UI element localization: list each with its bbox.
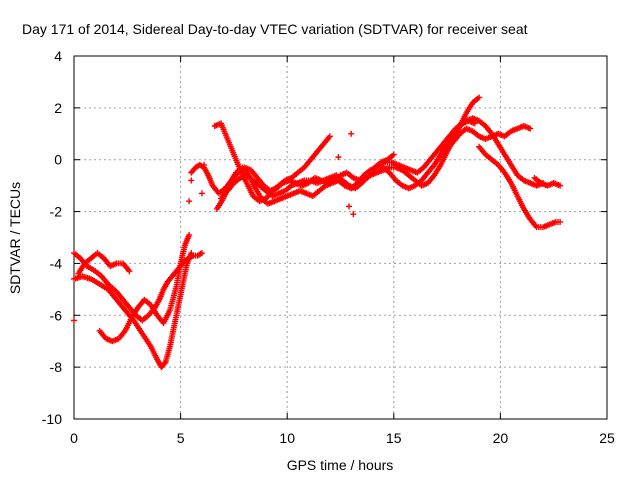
data-point-scattered-outliers xyxy=(350,211,357,218)
data-points xyxy=(71,94,564,371)
y-tick-label: -2 xyxy=(50,204,63,220)
data-point-trace-f xyxy=(326,133,333,140)
data-point-scattered-outliers xyxy=(335,154,342,161)
y-tick-label: 0 xyxy=(54,152,62,168)
data-point-scattered-outliers xyxy=(188,177,195,184)
y-tick-label: -4 xyxy=(50,255,63,271)
data-point-trace-l xyxy=(557,182,564,189)
data-point-trace-d xyxy=(126,268,133,275)
axis-ticks xyxy=(73,55,608,420)
grid-lines xyxy=(74,56,607,419)
y-tick-label: -10 xyxy=(42,411,62,427)
x-tick-label: 0 xyxy=(70,430,78,446)
data-point-scattered-outliers xyxy=(71,317,77,324)
data-point-scattered-outliers xyxy=(201,161,208,168)
x-axis-label: GPS time / hours xyxy=(287,457,394,473)
y-tick-label: 4 xyxy=(54,48,62,64)
x-tick-label: 5 xyxy=(177,430,185,446)
data-point-scattered-outliers xyxy=(348,130,355,137)
data-point-trace-c xyxy=(186,231,193,238)
data-point-trace-k xyxy=(527,125,534,132)
x-tick-label: 20 xyxy=(493,430,509,446)
data-point-scattered-outliers xyxy=(346,203,353,210)
data-point-trace-h xyxy=(390,151,397,158)
x-tick-label: 10 xyxy=(279,430,295,446)
data-point-scattered-outliers xyxy=(186,198,193,205)
data-point-trace-b xyxy=(188,250,195,257)
y-axis-label: SDTVAR / TECUs xyxy=(7,182,23,294)
data-point-trace-j xyxy=(557,218,564,225)
x-tick-labels: 0 5 10 15 20 25 xyxy=(70,430,615,446)
data-point-trace-g xyxy=(476,94,483,101)
data-point-trace-b xyxy=(161,360,168,367)
y-tick-labels: -10 -8 -6 -4 -2 0 2 4 xyxy=(42,48,62,427)
plot-frame xyxy=(73,55,608,420)
x-tick-label: 15 xyxy=(386,430,402,446)
y-tick-label: 2 xyxy=(54,100,62,116)
chart-title: Day 171 of 2014, Sidereal Day-to-day VTE… xyxy=(22,21,528,37)
data-point-scattered-outliers xyxy=(198,190,205,197)
y-tick-label: -6 xyxy=(50,307,63,323)
data-point-trace-a xyxy=(198,250,205,257)
x-tick-label: 25 xyxy=(599,430,615,446)
y-tick-label: -8 xyxy=(50,359,63,375)
